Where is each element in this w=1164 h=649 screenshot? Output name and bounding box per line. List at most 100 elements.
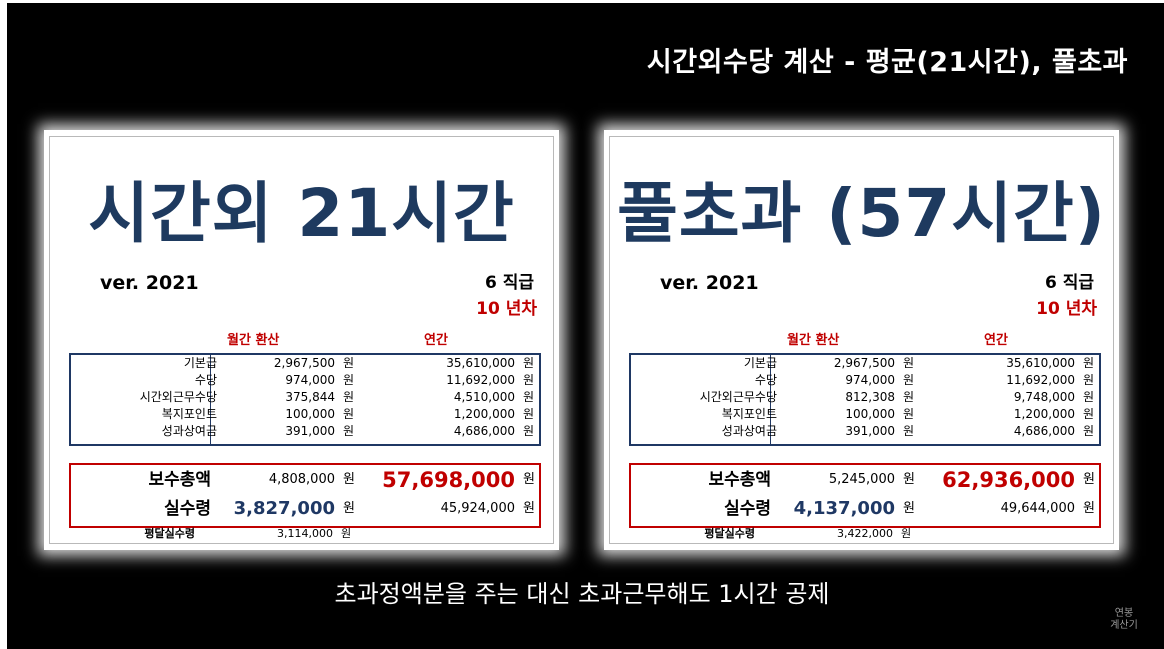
table-row: 복지포인트 100,000 원 1,200,000 원 — [631, 406, 1099, 423]
monthly-value: 974,000 — [845, 373, 895, 387]
table-row: 기본급 2,967,500 원 35,610,000 원 — [71, 355, 539, 372]
monthly-value: 2,967,500 — [273, 356, 335, 370]
years-label: 10 년차 — [1036, 299, 1097, 319]
watermark-line-1: 연봉 — [1114, 608, 1134, 619]
totals-table: 보수총액 4,808,000 원 57,698,000 원 실수령 3,827,… — [69, 463, 541, 528]
slide-title: 시간외수당 계산 - 평균(21시간), 풀초과 — [646, 47, 1128, 78]
card-border — [609, 136, 1114, 544]
average-net-row: 평달실수령 3,422,000 원 — [629, 526, 1097, 542]
total-label: 보수총액 — [708, 470, 771, 490]
column-divider — [770, 355, 771, 444]
unit: 원 — [1083, 407, 1095, 421]
unit: 원 — [523, 373, 535, 387]
total-label: 보수총액 — [148, 470, 211, 490]
item-label: 복지포인트 — [721, 407, 777, 421]
unit: 원 — [341, 527, 352, 540]
annual-value: 1,200,000 — [453, 407, 515, 421]
unit: 원 — [903, 356, 915, 370]
annual-value: 11,692,000 — [446, 373, 515, 387]
net-row: 실수령 4,137,000 원 49,644,000 원 — [631, 494, 1099, 524]
average-net-monthly: 3,422,000 — [837, 527, 893, 540]
annual-value: 4,686,000 — [453, 424, 515, 438]
card-border — [49, 136, 554, 544]
salary-card-21h: 시간외 21시간 ver. 2021 6 직급 10 년차 월간 환산 연간 기… — [44, 130, 559, 550]
annual-column-header: 연간 — [424, 333, 448, 348]
annual-value: 35,610,000 — [446, 356, 515, 370]
frame-edge-top — [0, 0, 1164, 3]
card-title: 시간외 21시간 — [88, 175, 515, 252]
table-row: 시간외근무수당 812,308 원 9,748,000 원 — [631, 389, 1099, 406]
unit: 원 — [343, 356, 355, 370]
monthly-value: 974,000 — [285, 373, 335, 387]
totals-table: 보수총액 5,245,000 원 62,936,000 원 실수령 4,137,… — [629, 463, 1101, 528]
average-net-label: 평달실수령 — [144, 527, 195, 540]
annual-value: 9,748,000 — [1013, 390, 1075, 404]
unit: 원 — [343, 472, 355, 487]
years-label: 10 년차 — [476, 299, 537, 319]
unit: 원 — [903, 424, 915, 438]
channel-watermark-logo: 연봉 계산기 — [1104, 608, 1144, 632]
total-row: 보수총액 5,245,000 원 62,936,000 원 — [631, 465, 1099, 495]
item-label: 기본급 — [743, 356, 777, 370]
table-row: 기본급 2,967,500 원 35,610,000 원 — [631, 355, 1099, 372]
net-annual: 45,924,000 — [440, 501, 515, 516]
item-label: 시간외근무수당 — [139, 390, 217, 404]
subtitle-caption: 초과정액분을 주는 대신 초과근무해도 1시간 공제 — [334, 580, 830, 608]
net-monthly: 4,137,000 — [793, 498, 895, 519]
total-annual: 57,698,000 — [382, 468, 515, 492]
annual-value: 11,692,000 — [1006, 373, 1075, 387]
card-title: 풀초과 (57시간) — [617, 175, 1106, 252]
net-monthly: 3,827,000 — [233, 498, 335, 519]
average-net-row: 평달실수령 3,114,000 원 — [69, 526, 537, 542]
unit: 원 — [1083, 390, 1095, 404]
watermark-line-2: 계산기 — [1110, 620, 1138, 631]
annual-value: 1,200,000 — [1013, 407, 1075, 421]
unit: 원 — [1083, 472, 1095, 487]
unit: 원 — [523, 390, 535, 404]
unit: 원 — [343, 407, 355, 421]
unit: 원 — [901, 527, 912, 540]
column-divider — [210, 355, 211, 444]
unit: 원 — [1083, 356, 1095, 370]
unit: 원 — [1083, 501, 1095, 516]
average-net-label: 평달실수령 — [704, 527, 755, 540]
monthly-value: 100,000 — [285, 407, 335, 421]
item-label: 수당 — [754, 373, 777, 387]
monthly-column-header: 월간 환산 — [227, 333, 280, 348]
table-row: 성과상여금 391,000 원 4,686,000 원 — [71, 423, 539, 440]
salary-card-57h: 풀초과 (57시간) ver. 2021 6 직급 10 년차 월간 환산 연간… — [604, 130, 1119, 550]
unit: 원 — [523, 356, 535, 370]
rank-label: 6 직급 — [484, 273, 534, 293]
item-label: 기본급 — [183, 356, 217, 370]
monthly-value: 391,000 — [845, 424, 895, 438]
unit: 원 — [343, 501, 355, 516]
table-row: 시간외근무수당 375,844 원 4,510,000 원 — [71, 389, 539, 406]
annual-value: 4,686,000 — [1013, 424, 1075, 438]
monthly-value: 2,967,500 — [833, 356, 895, 370]
unit: 원 — [1083, 424, 1095, 438]
frame-edge — [0, 0, 7, 649]
monthly-value: 812,308 — [845, 390, 895, 404]
average-net-monthly: 3,114,000 — [277, 527, 333, 540]
item-label: 복지포인트 — [161, 407, 217, 421]
net-label: 실수령 — [164, 499, 211, 519]
annual-value: 35,610,000 — [1006, 356, 1075, 370]
version-label: ver. 2021 — [100, 272, 199, 294]
total-annual: 62,936,000 — [942, 468, 1075, 492]
total-monthly: 5,245,000 — [828, 472, 895, 487]
monthly-value: 375,844 — [285, 390, 335, 404]
monthly-value: 100,000 — [845, 407, 895, 421]
unit: 원 — [343, 424, 355, 438]
unit: 원 — [903, 373, 915, 387]
unit: 원 — [1083, 373, 1095, 387]
pay-items-table: 기본급 2,967,500 원 35,610,000 원 수당 974,000 … — [69, 353, 541, 446]
unit: 원 — [903, 390, 915, 404]
item-label: 수당 — [194, 373, 217, 387]
table-row: 성과상여금 391,000 원 4,686,000 원 — [631, 423, 1099, 440]
unit: 원 — [523, 501, 535, 516]
unit: 원 — [523, 407, 535, 421]
net-label: 실수령 — [724, 499, 771, 519]
unit: 원 — [343, 373, 355, 387]
table-row: 수당 974,000 원 11,692,000 원 — [71, 372, 539, 389]
rank-label: 6 직급 — [1044, 273, 1094, 293]
